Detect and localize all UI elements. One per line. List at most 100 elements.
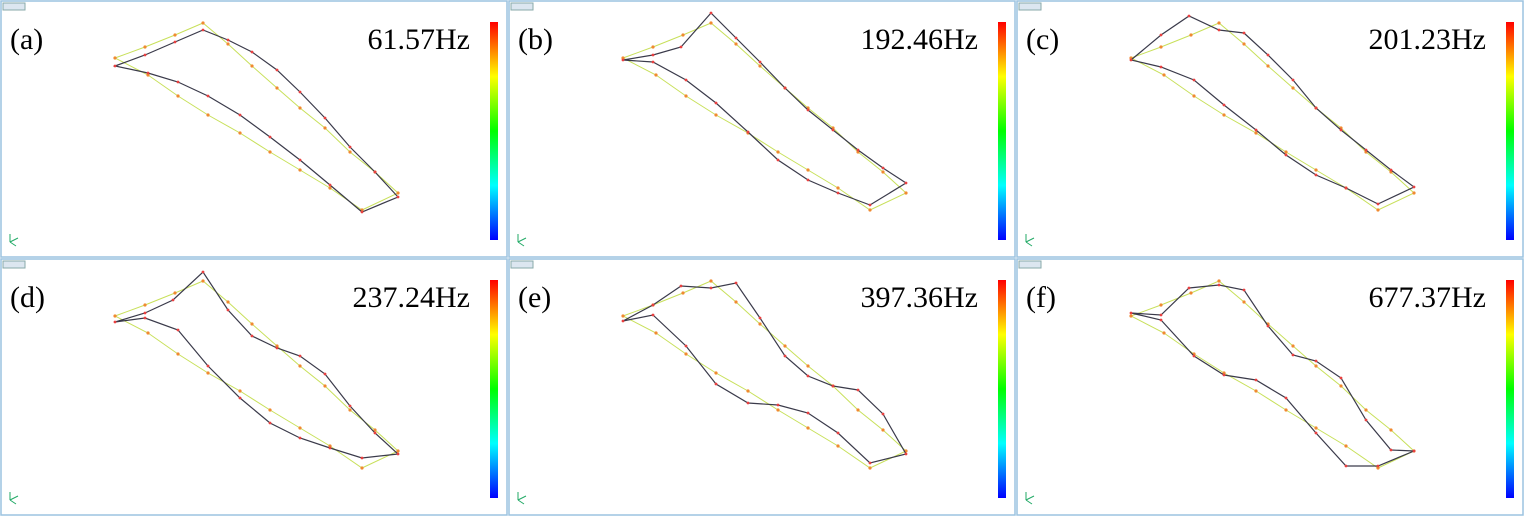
node bbox=[714, 371, 718, 375]
node bbox=[201, 270, 205, 274]
node bbox=[348, 145, 352, 149]
node bbox=[1189, 291, 1193, 295]
panel: (c) 201.23Hz bbox=[1016, 0, 1524, 258]
node bbox=[1162, 73, 1166, 77]
node bbox=[1242, 31, 1246, 35]
node bbox=[621, 58, 625, 62]
node bbox=[143, 316, 147, 320]
node bbox=[806, 178, 810, 182]
frequency-label: 61.57Hz bbox=[368, 23, 470, 56]
node bbox=[328, 444, 332, 448]
panel-frame bbox=[1016, 258, 1524, 516]
node bbox=[806, 426, 810, 430]
node bbox=[1242, 288, 1246, 292]
node bbox=[881, 428, 885, 432]
node bbox=[171, 298, 175, 302]
node bbox=[298, 90, 302, 94]
node bbox=[143, 45, 147, 49]
node bbox=[1314, 431, 1318, 435]
node bbox=[621, 314, 625, 318]
node bbox=[146, 71, 150, 75]
node bbox=[1291, 344, 1295, 348]
window-tab bbox=[510, 2, 534, 11]
node bbox=[714, 101, 718, 105]
node bbox=[1314, 426, 1318, 430]
node bbox=[226, 38, 230, 42]
axis-triad bbox=[1025, 492, 1035, 505]
node bbox=[1364, 148, 1368, 152]
node bbox=[758, 60, 762, 64]
node bbox=[1217, 21, 1221, 25]
node bbox=[1254, 131, 1258, 135]
node bbox=[1412, 191, 1416, 195]
node bbox=[226, 308, 230, 312]
node bbox=[143, 303, 147, 307]
node bbox=[1291, 86, 1295, 90]
node bbox=[1129, 311, 1133, 315]
node bbox=[679, 45, 683, 49]
node bbox=[206, 94, 210, 98]
node bbox=[250, 64, 254, 68]
node bbox=[323, 116, 327, 120]
node bbox=[1412, 185, 1416, 189]
node bbox=[836, 431, 840, 435]
node bbox=[904, 181, 908, 185]
node bbox=[1266, 53, 1270, 57]
node bbox=[654, 331, 658, 335]
node bbox=[868, 203, 872, 207]
node bbox=[173, 33, 177, 37]
node bbox=[275, 86, 279, 90]
node bbox=[831, 384, 835, 388]
color-bar bbox=[490, 22, 498, 240]
panel-label: (a) bbox=[10, 23, 43, 56]
node bbox=[621, 319, 625, 323]
node bbox=[1159, 318, 1163, 322]
node bbox=[1344, 444, 1348, 448]
node bbox=[1364, 418, 1368, 422]
panel-frame bbox=[0, 258, 508, 516]
node bbox=[1162, 331, 1166, 335]
panel-label: (e) bbox=[518, 281, 551, 314]
node bbox=[709, 286, 713, 290]
node bbox=[275, 68, 279, 72]
node bbox=[709, 21, 713, 25]
node bbox=[746, 389, 750, 393]
node bbox=[783, 86, 787, 90]
color-bar bbox=[1506, 22, 1514, 240]
node bbox=[360, 210, 364, 214]
node bbox=[783, 344, 787, 348]
axis-triad bbox=[517, 234, 527, 247]
node bbox=[268, 408, 272, 412]
node bbox=[298, 354, 302, 358]
frequency-label: 397.36Hz bbox=[861, 281, 978, 314]
panel-frame bbox=[508, 258, 1016, 516]
node bbox=[146, 331, 150, 335]
frequency-label: 677.37Hz bbox=[1369, 281, 1486, 314]
node bbox=[201, 21, 205, 25]
node bbox=[396, 452, 400, 456]
node bbox=[806, 374, 810, 378]
panel: (a) 61.57Hz bbox=[0, 0, 508, 258]
node bbox=[113, 320, 117, 324]
node bbox=[746, 130, 750, 134]
node bbox=[1159, 33, 1163, 37]
node bbox=[783, 354, 787, 358]
panel-label: (f) bbox=[1026, 281, 1056, 314]
node bbox=[1242, 42, 1246, 46]
node bbox=[373, 170, 377, 174]
node bbox=[238, 396, 242, 400]
panel-label: (d) bbox=[10, 281, 45, 314]
panel-frame bbox=[0, 0, 508, 258]
node bbox=[1284, 408, 1288, 412]
node bbox=[1187, 14, 1191, 18]
node bbox=[776, 403, 780, 407]
node bbox=[146, 73, 150, 77]
node bbox=[1389, 448, 1393, 452]
node bbox=[734, 300, 738, 304]
node bbox=[881, 412, 885, 416]
node bbox=[360, 456, 364, 460]
node bbox=[1189, 33, 1193, 37]
node bbox=[1314, 364, 1318, 368]
frequency-label: 201.23Hz bbox=[1369, 23, 1486, 56]
node bbox=[396, 195, 400, 199]
